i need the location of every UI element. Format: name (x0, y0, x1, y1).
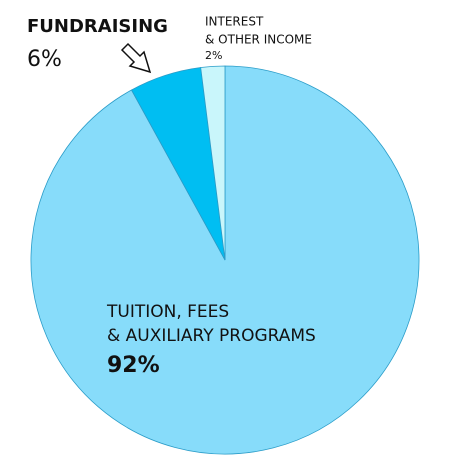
pointer-arrow (120, 42, 152, 74)
slice-label: & AUXILIARY PROGRAMS (107, 326, 316, 346)
pie-slice (200, 65, 226, 261)
slice-label: & OTHER INCOME (205, 33, 312, 47)
slice-label: TUITION, FEES (106, 302, 229, 322)
slice-label: FUNDRAISING (27, 16, 168, 37)
value-label: 2% (205, 49, 222, 62)
value-label: 6% (27, 47, 62, 72)
value-label: 92% (107, 353, 160, 378)
slice-label: INTEREST (205, 15, 264, 29)
